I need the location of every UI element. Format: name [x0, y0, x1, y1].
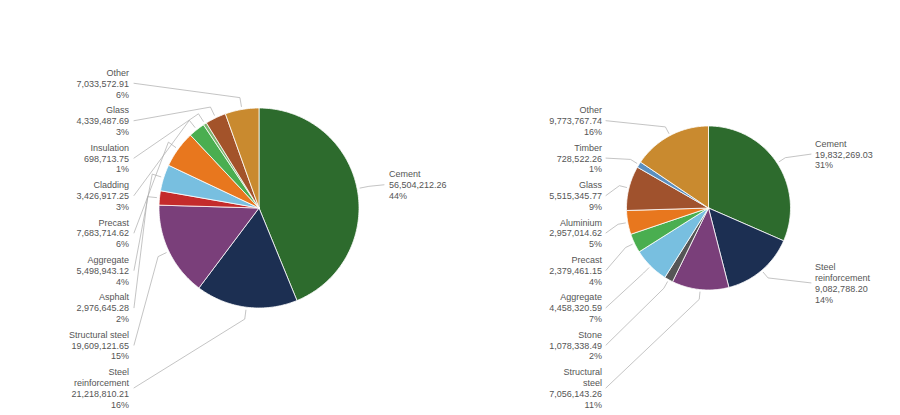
- svg-text:Asphalt2,976,645.282%: Asphalt2,976,645.282%: [76, 292, 129, 324]
- svg-text:Other9,773,767.7416%: Other9,773,767.7416%: [549, 105, 602, 137]
- svg-text:Cladding3,426,917.253%: Cladding3,426,917.253%: [76, 180, 129, 212]
- svg-text:Aggregate5,498,943.124%: Aggregate5,498,943.124%: [76, 255, 129, 287]
- svg-text:Timber728,522.261%: Timber728,522.261%: [557, 143, 602, 175]
- svg-text:Glass4,339,487.693%: Glass4,339,487.693%: [76, 105, 129, 137]
- svg-text:Other7,033,572.916%: Other7,033,572.916%: [76, 68, 129, 100]
- svg-text:Insulation698,713.751%: Insulation698,713.751%: [84, 143, 129, 175]
- svg-text:Precast7,683,714.626%: Precast7,683,714.626%: [76, 218, 129, 250]
- svg-text:Structuralsteel7,056,143.2611%: Structuralsteel7,056,143.2611%: [549, 367, 602, 409]
- svg-text:Cement19,832,269.0331%: Cement19,832,269.0331%: [815, 139, 873, 171]
- svg-text:Steelreinforcement21,218,810.2: Steelreinforcement21,218,810.2116%: [71, 367, 129, 409]
- svg-text:Aluminium2,957,014.625%: Aluminium2,957,014.625%: [549, 218, 602, 250]
- svg-text:Precast2,379,461.154%: Precast2,379,461.154%: [549, 255, 602, 287]
- svg-text:Steelreinforcement9,082,788.20: Steelreinforcement9,082,788.2014%: [815, 262, 871, 304]
- svg-text:Structural steel19,609,121.651: Structural steel19,609,121.6515%: [69, 330, 129, 362]
- svg-text:Aggregate4,458,320.597%: Aggregate4,458,320.597%: [549, 292, 602, 324]
- svg-text:Glass5,515,345.779%: Glass5,515,345.779%: [549, 180, 602, 212]
- svg-text:Stone1,078,338.492%: Stone1,078,338.492%: [549, 330, 602, 362]
- svg-text:Cement56,504,212.2644%: Cement56,504,212.2644%: [389, 169, 447, 201]
